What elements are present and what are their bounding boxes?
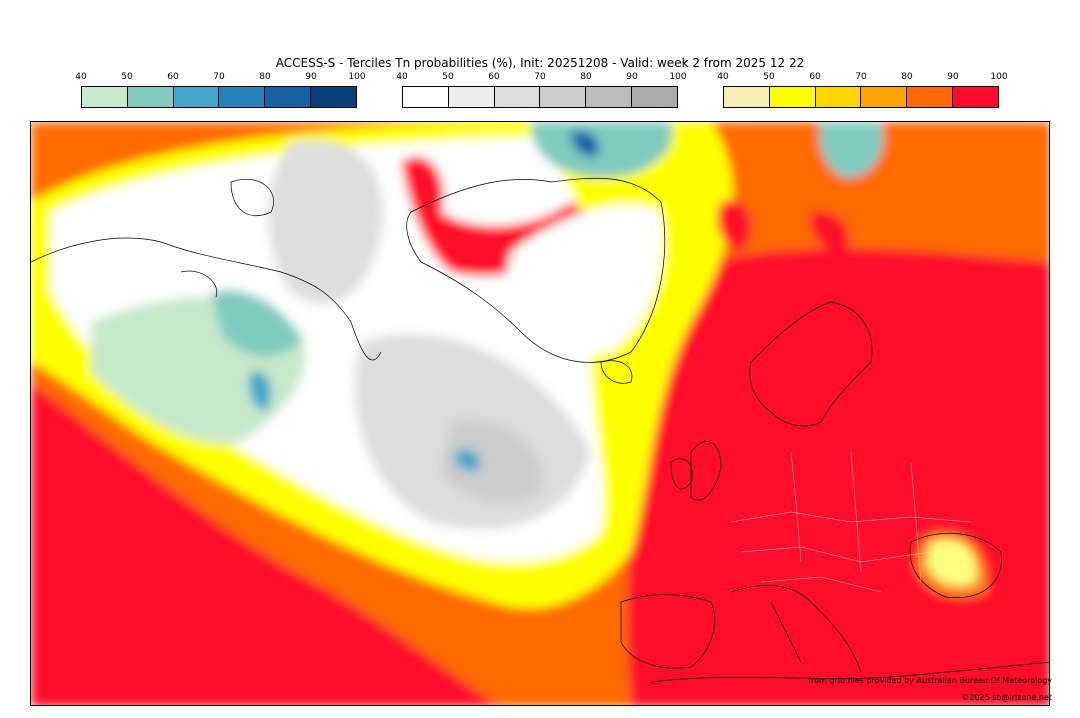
coastline-iberia <box>620 594 716 669</box>
colorbar-tick-label: 80 <box>259 72 271 82</box>
coastline-hudson <box>180 270 218 298</box>
colorbar-tick-label: 60 <box>488 72 500 82</box>
colorbar-tick-label: 50 <box>442 72 454 82</box>
below-normal-atlantic-spot <box>454 449 480 472</box>
greenland-white-interior <box>501 204 664 355</box>
colorbar-below-normal: 40 50 60 70 80 90 100 <box>75 72 366 108</box>
border-line <box>740 546 932 563</box>
colorbar-tick-label: 90 <box>305 72 317 82</box>
border-line <box>790 451 802 563</box>
coastline-italy <box>770 601 802 663</box>
border-line <box>850 451 862 573</box>
colorbar-swatch <box>724 87 770 107</box>
colorbar-swatch <box>219 87 266 107</box>
colorbar-swatch <box>82 87 128 107</box>
colorbar-swatch <box>540 87 587 107</box>
coastline-arctic-island <box>230 179 274 217</box>
colorbar-tick-label: 80 <box>580 72 592 82</box>
colorbar-swatch <box>861 87 908 107</box>
colorbar-swatches <box>402 86 678 108</box>
colorbar-ticks: 40 50 60 70 80 90 100 <box>396 72 686 86</box>
map-title: ACCESS-S - Terciles Tn probabilities (%)… <box>275 56 805 70</box>
colorbar-tick-label: 100 <box>669 72 687 82</box>
colorbar-tick-label: 50 <box>763 72 775 82</box>
data-source-credit: from grib files provided by Australian B… <box>808 676 1052 685</box>
coastline-black-sea <box>909 532 1002 599</box>
colorbar-ticks: 40 50 60 70 80 90 100 <box>717 72 1007 86</box>
colorbar-tick-label: 60 <box>167 72 179 82</box>
colorbar-tick-label: 100 <box>348 72 366 82</box>
colorbar-tick-label: 40 <box>396 72 408 82</box>
map-canvas <box>31 122 1049 705</box>
colorbar-tick-label: 90 <box>947 72 959 82</box>
colorbar-swatch <box>632 87 677 107</box>
probability-map <box>30 121 1050 706</box>
border-line <box>760 576 882 593</box>
colorbar-tick-label: 40 <box>717 72 729 82</box>
colorbar-tick-label: 70 <box>534 72 546 82</box>
colorbar-tick-label: 40 <box>75 72 87 82</box>
coastline-mediterranean-north <box>730 585 862 673</box>
colorbar-swatch <box>586 87 633 107</box>
atlantic-red-zone <box>31 382 498 705</box>
colorbar-swatch <box>173 87 220 107</box>
colorbar-swatch <box>907 87 954 107</box>
below-normal-dark-core <box>571 131 600 157</box>
grey-patch-baffin <box>268 140 383 304</box>
coastline-north-america <box>31 237 382 361</box>
colorbar-swatch <box>265 87 312 107</box>
colorbar-swatch <box>494 87 541 107</box>
colorbar-near-normal: 40 50 60 70 80 90 100 <box>396 72 687 108</box>
colorbar-swatch <box>311 87 356 107</box>
grey-core-atlantic <box>441 420 543 503</box>
below-normal-blue-patch <box>249 371 271 412</box>
colorbar-above-normal: 40 50 60 70 80 90 100 <box>717 72 1008 108</box>
colorbar-swatch <box>403 87 449 107</box>
black-sea-yellow-ring <box>916 533 987 598</box>
copyright-credit: ©2025 sb@irizone.net <box>961 693 1052 702</box>
coastline-north-africa <box>650 661 1049 683</box>
colorbar-tick-label: 100 <box>990 72 1008 82</box>
below-normal-teal-patch <box>211 290 301 356</box>
colorbar-swatch <box>769 87 816 107</box>
coastline-scandinavia <box>749 301 873 427</box>
colorbar-tick-label: 60 <box>809 72 821 82</box>
colorbar-swatch <box>953 87 998 107</box>
colorbar-swatch <box>815 87 862 107</box>
below-normal-scandinavia-patch <box>819 122 884 178</box>
coastline-iceland <box>600 360 633 384</box>
colorbar-tick-label: 70 <box>213 72 225 82</box>
below-normal-north-patch <box>531 122 673 178</box>
coastline-greenland <box>406 177 666 363</box>
norway-red-spot <box>717 200 752 252</box>
colorbar-tick-label: 90 <box>626 72 638 82</box>
border-line <box>910 461 922 583</box>
colorbar-swatches <box>81 86 357 108</box>
border-line <box>730 511 972 523</box>
colorbar-tick-label: 70 <box>855 72 867 82</box>
colorbar-tick-label: 80 <box>901 72 913 82</box>
colorbar-swatch <box>127 87 174 107</box>
sweden-red-spot <box>810 211 850 252</box>
colorbar-ticks: 40 50 60 70 80 90 100 <box>75 72 365 86</box>
colorbar-tick-label: 50 <box>121 72 133 82</box>
colorbar-swatches <box>723 86 999 108</box>
colorbar-swatch <box>448 87 495 107</box>
country-borders <box>730 451 972 593</box>
